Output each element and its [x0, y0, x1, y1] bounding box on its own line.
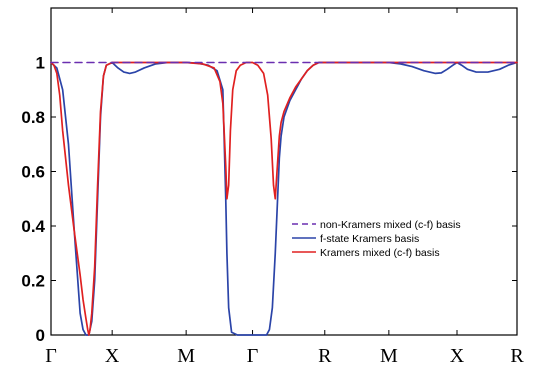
x-tick-label: M: [380, 345, 398, 367]
x-tick-label: R: [318, 345, 332, 367]
series-lines: [50, 61, 518, 336]
x-tick-label: Γ: [45, 345, 57, 367]
x-tick-label: Γ: [247, 345, 259, 367]
legend-entry: non-Kramers mixed (c-f) basis: [320, 219, 461, 231]
legend: non-Kramers mixed (c-f) basis f-state Kra…: [292, 219, 461, 259]
y-tick-label: 0.4: [21, 217, 45, 236]
x-tick-label: X: [105, 345, 120, 367]
legend-entry: f-state Kramers basis: [320, 233, 419, 245]
x-tick-label: X: [450, 345, 465, 367]
axes: [50, 7, 518, 336]
y-tick-label: 0.8: [21, 108, 45, 127]
y-tick-label: 0.2: [21, 272, 45, 291]
y-tick-label: 0: [36, 326, 45, 345]
plot-frame: [50, 7, 518, 336]
x-tick-label: R: [510, 345, 524, 367]
y-tick-label: 1: [36, 54, 45, 73]
series-line-2: [50, 61, 518, 336]
y-tick-label: 0.6: [21, 163, 45, 182]
tick-labels: 0 0.2 0.4 0.6 0.8 1 Γ X M Γ R M X R: [21, 54, 524, 368]
series-line-1: [50, 61, 518, 336]
x-tick-label: M: [177, 345, 195, 367]
legend-entry: Kramers mixed (c-f) basis: [320, 247, 440, 259]
